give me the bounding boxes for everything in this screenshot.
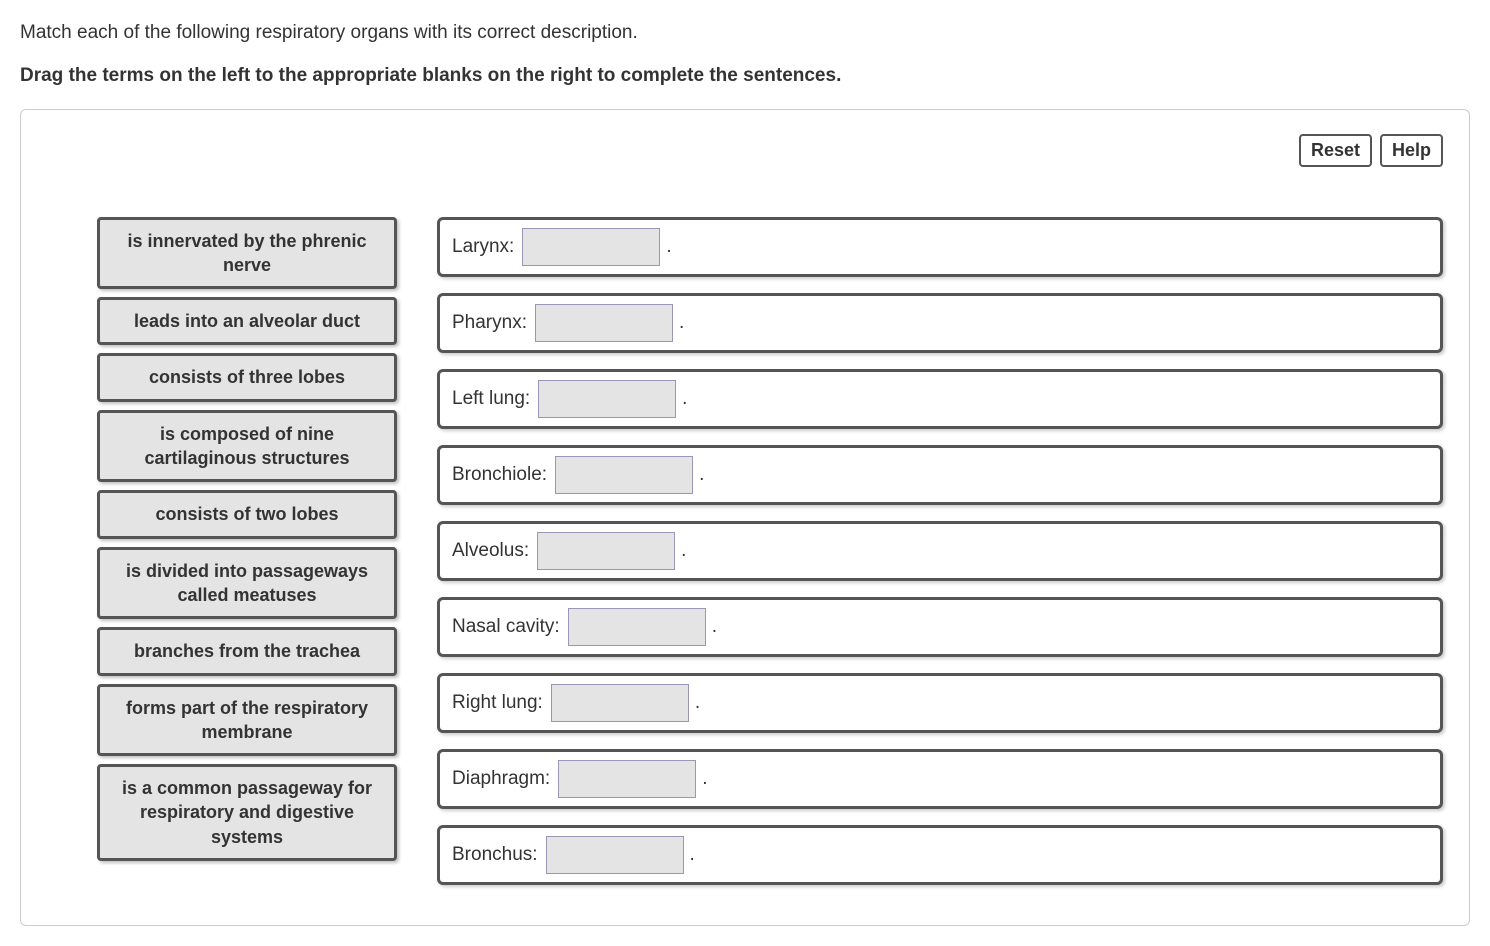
drop-slot[interactable] — [555, 456, 693, 494]
term-card[interactable]: consists of three lobes — [97, 353, 397, 401]
drop-slot[interactable] — [546, 836, 684, 874]
term-card[interactable]: is divided into passageways called meatu… — [97, 547, 397, 620]
drop-slot[interactable] — [522, 228, 660, 266]
sentence-period: . — [681, 540, 686, 562]
term-card[interactable]: is innervated by the phrenic nerve — [97, 217, 397, 290]
reset-button[interactable]: Reset — [1299, 134, 1372, 167]
target-row-alveolus: Alveolus: . — [437, 521, 1443, 581]
target-label: Diaphragm: — [452, 768, 550, 790]
target-row-nasal-cavity: Nasal cavity: . — [437, 597, 1443, 657]
terms-column: is innervated by the phrenic nerve leads… — [97, 217, 397, 861]
term-card[interactable]: is composed of nine cartilaginous struct… — [97, 410, 397, 483]
target-row-left-lung: Left lung: . — [437, 369, 1443, 429]
sentence-period: . — [682, 388, 687, 410]
top-controls: Reset Help — [47, 134, 1443, 167]
columns: is innervated by the phrenic nerve leads… — [47, 217, 1443, 885]
drop-slot[interactable] — [537, 532, 675, 570]
target-label: Left lung: — [452, 388, 530, 410]
target-row-bronchus: Bronchus: . — [437, 825, 1443, 885]
drop-slot[interactable] — [535, 304, 673, 342]
term-card[interactable]: forms part of the respiratory membrane — [97, 684, 397, 757]
term-card[interactable]: branches from the trachea — [97, 627, 397, 675]
target-label: Alveolus: — [452, 540, 529, 562]
drop-slot[interactable] — [558, 760, 696, 798]
target-label: Right lung: — [452, 692, 543, 714]
prompt-text: Match each of the following respiratory … — [20, 20, 1470, 47]
sentence-period: . — [702, 768, 707, 790]
sentence-period: . — [695, 692, 700, 714]
target-label: Pharynx: — [452, 312, 527, 334]
sentence-period: . — [679, 312, 684, 334]
targets-column: Larynx: . Pharynx: . Left lung: . Bronch… — [437, 217, 1443, 885]
target-row-pharynx: Pharynx: . — [437, 293, 1443, 353]
target-label: Nasal cavity: — [452, 616, 560, 638]
term-card[interactable]: is a common passageway for respiratory a… — [97, 764, 397, 861]
sentence-period: . — [690, 844, 695, 866]
target-row-diaphragm: Diaphragm: . — [437, 749, 1443, 809]
drop-slot[interactable] — [538, 380, 676, 418]
target-label: Bronchus: — [452, 844, 538, 866]
help-button[interactable]: Help — [1380, 134, 1443, 167]
target-label: Larynx: — [452, 236, 514, 258]
sentence-period: . — [712, 616, 717, 638]
drop-slot[interactable] — [568, 608, 706, 646]
target-label: Bronchiole: — [452, 464, 547, 486]
sentence-period: . — [666, 236, 671, 258]
target-row-right-lung: Right lung: . — [437, 673, 1443, 733]
instruction-text: Drag the terms on the left to the approp… — [20, 65, 1470, 87]
exercise-panel: Reset Help is innervated by the phrenic … — [20, 109, 1470, 926]
sentence-period: . — [699, 464, 704, 486]
term-card[interactable]: leads into an alveolar duct — [97, 297, 397, 345]
term-card[interactable]: consists of two lobes — [97, 490, 397, 538]
drop-slot[interactable] — [551, 684, 689, 722]
target-row-bronchiole: Bronchiole: . — [437, 445, 1443, 505]
target-row-larynx: Larynx: . — [437, 217, 1443, 277]
